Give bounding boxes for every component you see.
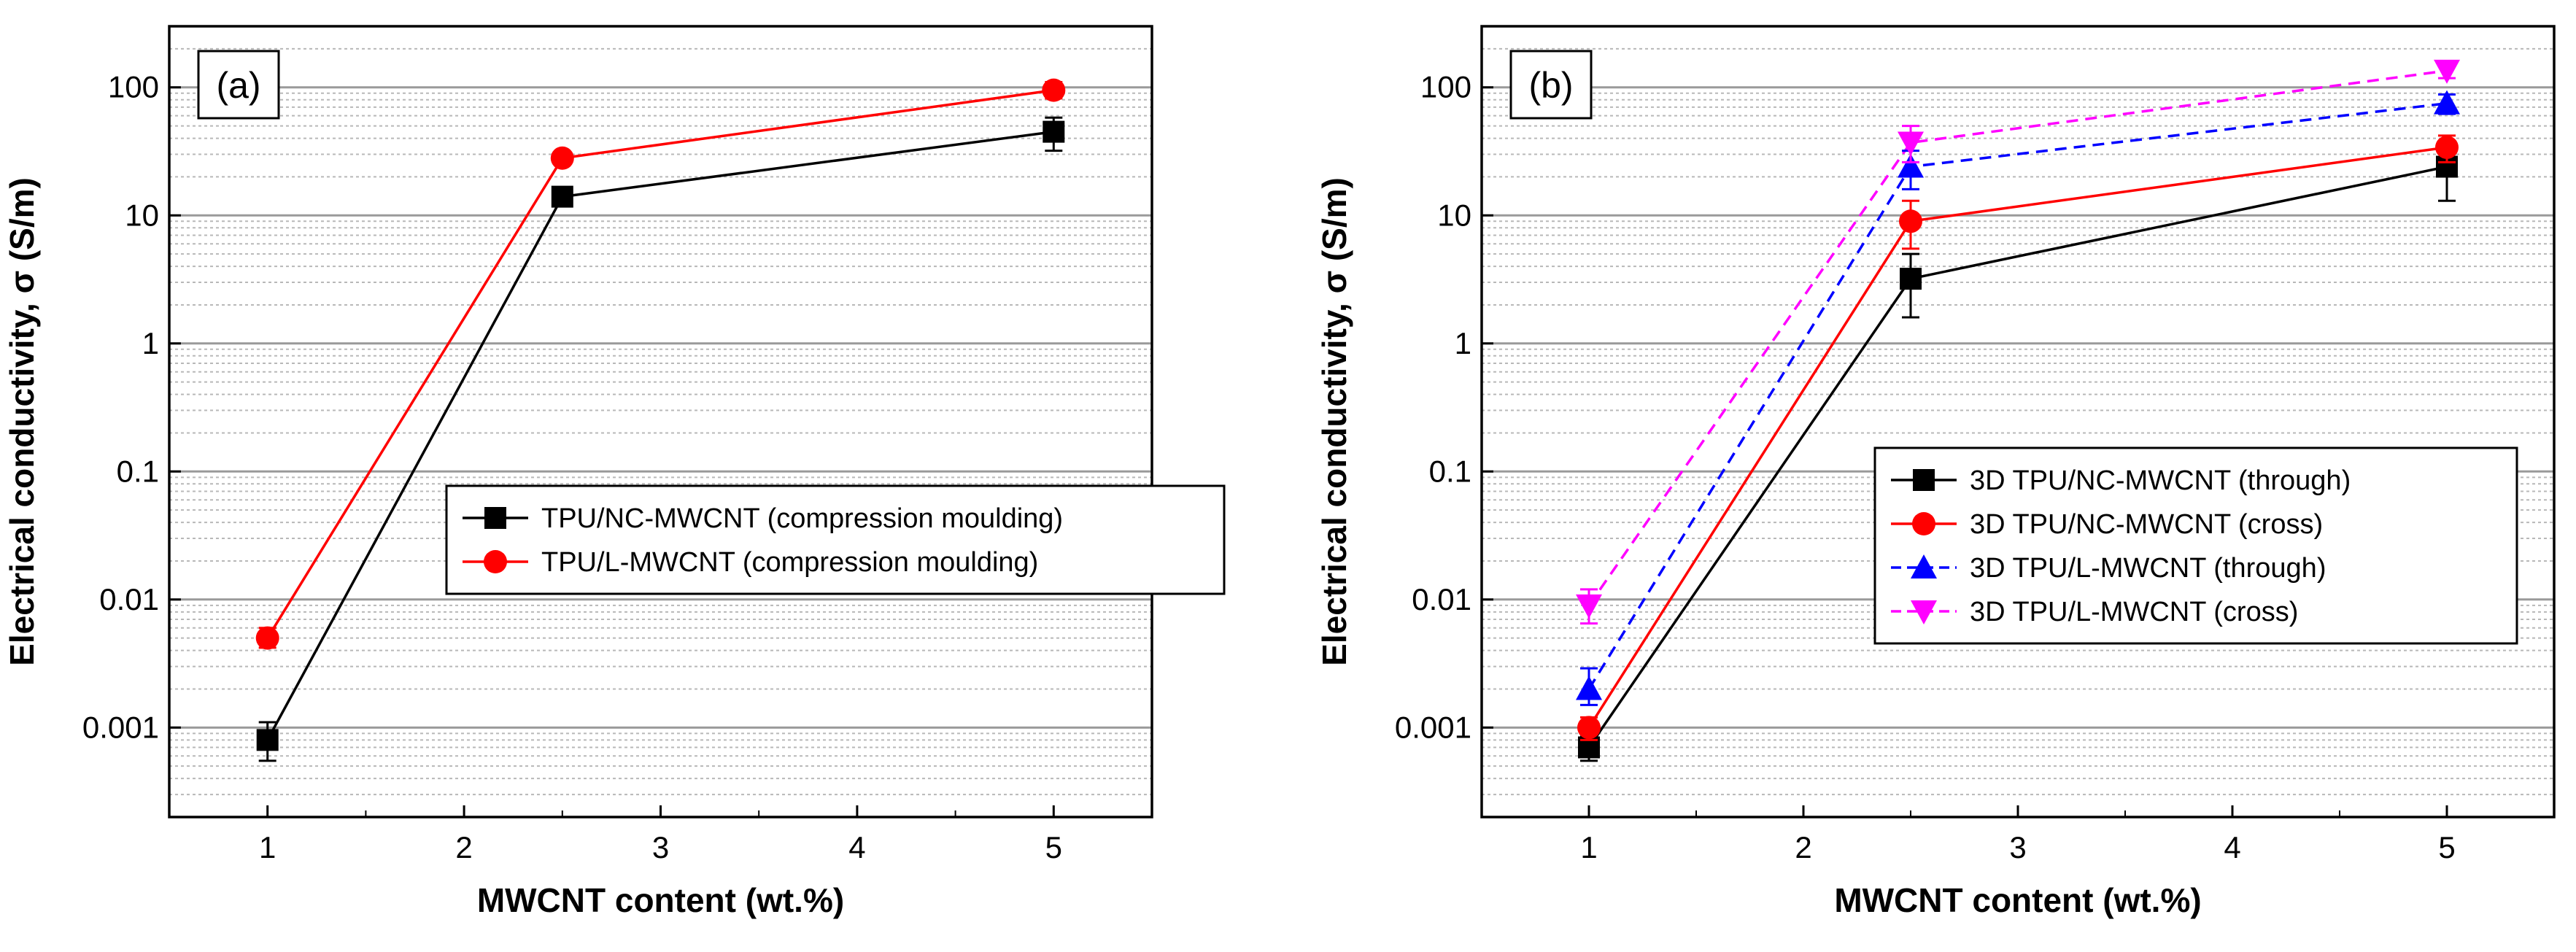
legend-label-1: 3D TPU/NC-MWCNT (through) xyxy=(1970,465,2351,496)
plot-frame xyxy=(168,25,1153,819)
legend-marker-1 xyxy=(1913,469,1935,491)
legend-marker-2 xyxy=(1912,512,1935,535)
x-tick-label: 1 xyxy=(1580,830,1597,864)
panel-a: 0.001 0.01 0.1 1 10 100 1 2 3 4 5 (a) MWCNT content … xyxy=(3,25,1226,919)
data-point-series-1 xyxy=(1900,268,1922,290)
legend-label-4: 3D TPU/L-MWCNT (cross) xyxy=(1970,597,2298,627)
panel-b: 0.001 0.01 0.1 1 10 100 1 2 3 4 5 (b) MWCNT content … xyxy=(1315,25,2556,919)
legend-marker-4 xyxy=(1911,600,1937,624)
y-tick-label: 10 xyxy=(1437,198,1471,232)
legend-marker-2 xyxy=(484,550,507,573)
legend-box xyxy=(445,484,1226,595)
panel-label-box xyxy=(1509,50,1593,120)
x-tick-label: 2 xyxy=(455,830,472,864)
y-axis-title: Electrical conductivity, σ (S/m) xyxy=(3,177,41,666)
x-tick-label: 3 xyxy=(2009,830,2026,864)
x-axis-title: MWCNT content (wt.%) xyxy=(1834,881,2201,919)
x-tick-label: 4 xyxy=(2224,830,2240,864)
x-tick-label: 3 xyxy=(652,830,669,864)
x-tick-label: 1 xyxy=(259,830,276,864)
legend-label-3: 3D TPU/L-MWCNT (through) xyxy=(1970,553,2326,584)
y-tick-label: 0.01 xyxy=(1412,582,1471,616)
data-point-series-4 xyxy=(1576,594,1602,619)
panel-label: (a) xyxy=(216,65,260,106)
plot-frame xyxy=(1480,25,2556,819)
data-point-series-2 xyxy=(1899,209,1922,233)
y-tick-label: 0.1 xyxy=(1429,454,1471,488)
x-tick-label: 5 xyxy=(2438,830,2455,864)
legend-label-2: TPU/L-MWCNT (compression moulding) xyxy=(541,547,1038,578)
series-line-1 xyxy=(266,130,1054,741)
panel-label: (b) xyxy=(1528,65,1573,106)
legend-marker-3 xyxy=(1911,554,1937,578)
data-point-series-3 xyxy=(2434,90,2460,115)
x-tick-label: 4 xyxy=(848,830,865,864)
data-point-series-2 xyxy=(1042,78,1066,102)
y-tick-label: 10 xyxy=(125,198,159,232)
y-tick-label: 0.001 xyxy=(82,710,159,744)
panel-label-box xyxy=(197,50,280,120)
y-tick-label: 1 xyxy=(1455,326,1471,360)
data-point-series-4 xyxy=(2434,59,2460,84)
data-point-series-1 xyxy=(1043,120,1065,143)
legend-box xyxy=(1873,446,2518,645)
data-point-series-2 xyxy=(550,146,574,170)
legend-label-2: 3D TPU/NC-MWCNT (cross) xyxy=(1970,509,2323,540)
data-point-series-3 xyxy=(1898,153,1924,178)
y-tick-label: 1 xyxy=(142,326,159,360)
data-point-series-2 xyxy=(2435,135,2459,159)
legend-marker-1 xyxy=(484,507,506,529)
data-point-series-4 xyxy=(1898,131,1924,156)
x-tick-label: 2 xyxy=(1795,830,1811,864)
data-point-series-1 xyxy=(256,729,279,751)
x-tick-label: 5 xyxy=(1045,830,1062,864)
y-tick-label: 100 xyxy=(1420,70,1471,104)
data-point-series-2 xyxy=(255,626,279,650)
legend-label-1: TPU/NC-MWCNT (compression moulding) xyxy=(541,503,1063,534)
y-tick-label: 0.001 xyxy=(1395,710,1471,744)
data-point-series-2 xyxy=(1577,716,1601,740)
data-point-series-3 xyxy=(1576,676,1602,700)
x-axis-title: MWCNT content (wt.%) xyxy=(477,881,844,919)
data-point-series-1 xyxy=(551,185,573,208)
y-axis-title: Electrical conductivity, σ (S/m) xyxy=(1315,177,1353,666)
y-tick-label: 100 xyxy=(108,70,159,104)
y-tick-label: 0.1 xyxy=(117,454,159,488)
y-tick-label: 0.01 xyxy=(99,582,159,616)
